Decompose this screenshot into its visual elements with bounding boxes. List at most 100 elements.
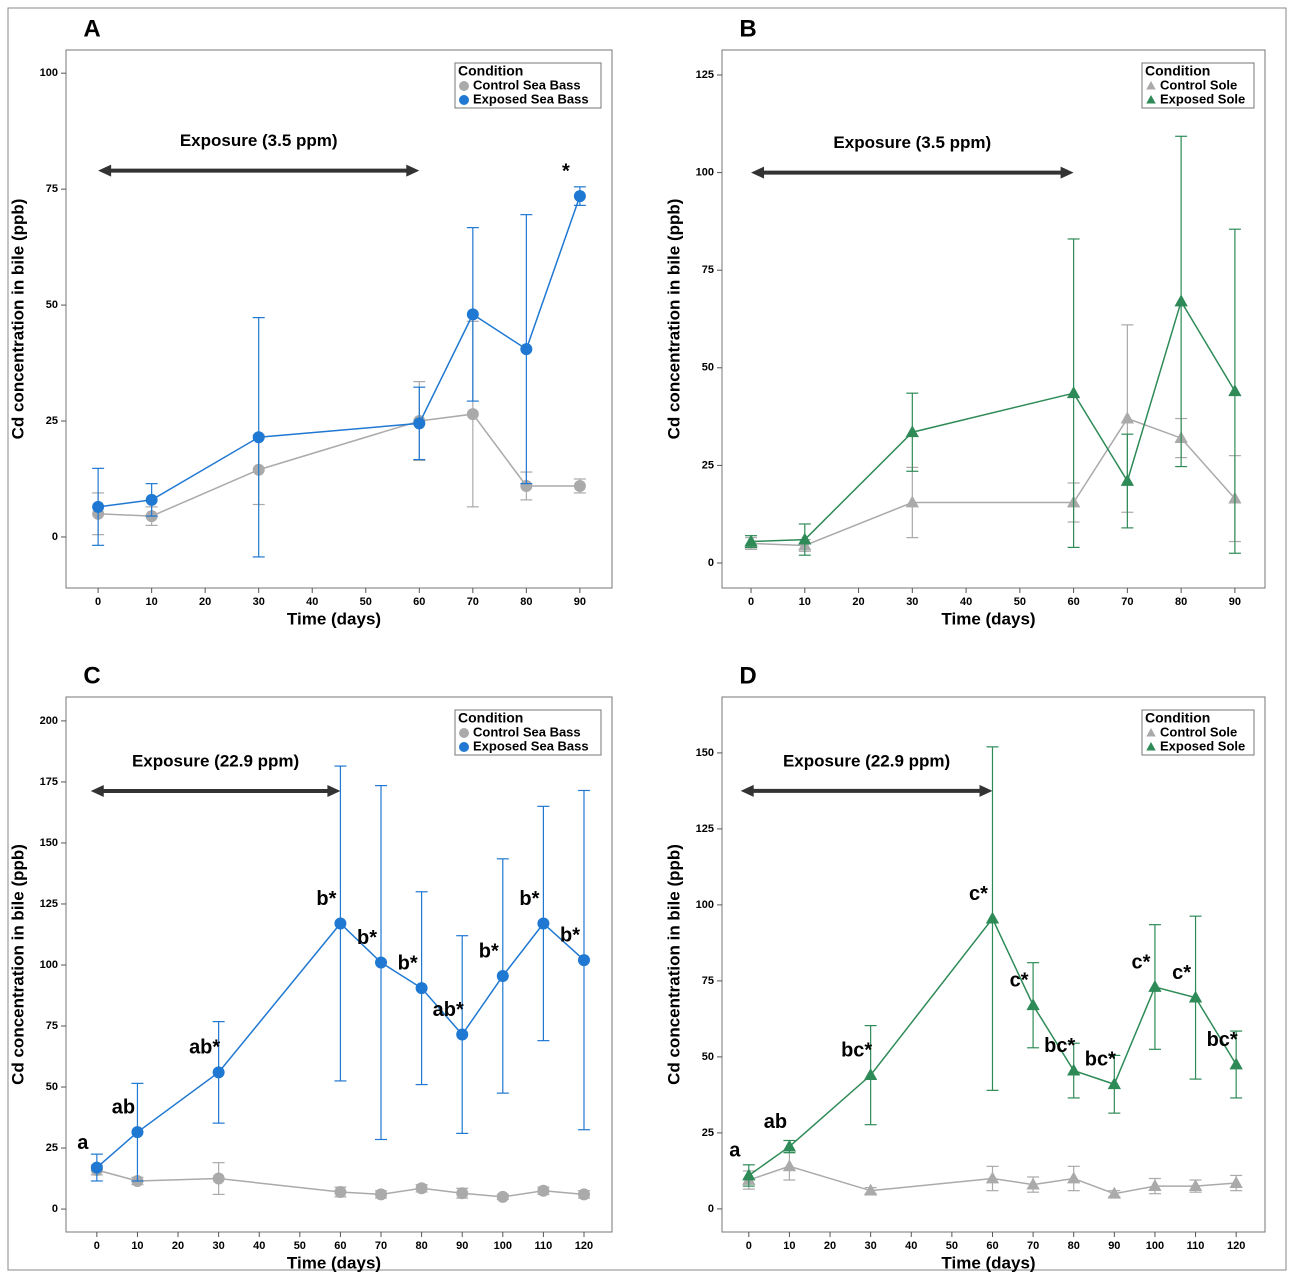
x-tick-label: 40	[960, 596, 972, 608]
significance-label: b*	[479, 940, 499, 962]
y-tick-label: 0	[52, 1203, 58, 1215]
point-marker	[90, 1161, 103, 1174]
x-tick-label: 20	[824, 1240, 836, 1252]
x-tick-label: 30	[906, 596, 918, 608]
legend-title: Condition	[458, 710, 523, 726]
point-marker	[520, 343, 533, 356]
arrow-head	[90, 784, 104, 797]
significance-label: bc*	[841, 1039, 872, 1061]
point-marker	[456, 1187, 469, 1200]
exposure-label: Exposure (22.9 ppm)	[132, 751, 299, 770]
legend-label: Exposed Sea Bass	[473, 91, 589, 106]
x-tick-label: 40	[905, 1240, 917, 1252]
x-tick-label: 90	[574, 596, 586, 608]
significance-label: b*	[560, 924, 580, 946]
point-marker	[905, 425, 919, 438]
significance-label: bc*	[1085, 1049, 1116, 1071]
y-tick-label: 25	[46, 415, 58, 427]
plot-area	[65, 696, 613, 1233]
x-tick-label: 90	[1229, 596, 1241, 608]
x-tick-label: 50	[294, 1240, 306, 1252]
point-marker	[782, 1139, 797, 1152]
point-marker	[334, 1185, 347, 1198]
series-line	[748, 917, 1237, 1177]
exposure-label: Exposure (22.9 ppm)	[783, 751, 950, 770]
exposure-arrow	[98, 164, 420, 177]
significance-label: ab*	[189, 1037, 220, 1059]
point-marker	[334, 917, 347, 930]
significance-label: b*	[398, 952, 418, 974]
legend-label: Control Sea Bass	[473, 77, 581, 92]
x-tick-label: 10	[799, 596, 811, 608]
legend-marker	[1146, 728, 1156, 737]
significance-label: c*	[1172, 962, 1191, 984]
y-tick-label: 25	[702, 459, 714, 471]
x-tick-label: 50	[946, 1240, 958, 1252]
point-marker	[905, 495, 919, 508]
point-marker	[375, 956, 388, 969]
arrow-head	[98, 164, 112, 177]
significance-label: a	[729, 1140, 741, 1162]
legend-label: Exposed Sole	[1160, 91, 1245, 106]
point-marker	[985, 911, 1000, 924]
point-marker	[1148, 1179, 1162, 1191]
significance-label: ab	[112, 1096, 135, 1118]
point-marker	[375, 1188, 388, 1201]
significance-label: b*	[357, 927, 377, 949]
point-marker	[1188, 990, 1203, 1003]
series-line	[748, 1165, 1237, 1195]
x-tick-label: 20	[172, 1240, 184, 1252]
y-tick-label: 100	[40, 959, 58, 971]
x-axis-title: Time (days)	[941, 609, 1035, 628]
x-tick-label: 50	[360, 596, 372, 608]
y-tick-label: 75	[702, 975, 714, 987]
series-line	[96, 1169, 585, 1198]
x-tick-label: 90	[1108, 1240, 1120, 1252]
significance-label: *	[562, 160, 570, 182]
y-tick-label: 25	[46, 1142, 58, 1154]
y-tick-label: 50	[702, 1051, 714, 1063]
point-marker	[1026, 998, 1040, 1011]
x-tick-label: 70	[467, 596, 479, 608]
y-tick-label: 200	[40, 715, 58, 727]
arrow-head	[406, 164, 420, 177]
legend-label: Exposed Sole	[1160, 738, 1245, 753]
point-marker	[456, 1028, 469, 1041]
y-tick-label: 25	[702, 1127, 714, 1139]
x-tick-label: 10	[131, 1240, 143, 1252]
chart-panel: A 0 25 50 75 100 0 10 20 30 40 50 60 70 80 90 Time (days…	[8, 15, 613, 628]
x-tick-label: 0	[746, 1240, 752, 1252]
point-marker	[742, 1168, 756, 1181]
exposure-arrow	[751, 166, 1074, 179]
x-tick-label: 120	[575, 1240, 593, 1252]
point-marker	[145, 493, 158, 506]
point-marker	[577, 1188, 590, 1201]
point-marker	[212, 1172, 225, 1185]
x-tick-label: 50	[1014, 596, 1026, 608]
x-tick-label: 110	[1187, 1240, 1205, 1252]
point-marker	[415, 982, 428, 995]
legend-label: Control Sea Bass	[473, 724, 581, 739]
legend-marker	[459, 81, 469, 91]
significance-label: c*	[1131, 951, 1150, 973]
point-marker	[92, 500, 105, 513]
x-tick-label: 60	[1067, 596, 1079, 608]
x-tick-label: 30	[213, 1240, 225, 1252]
y-tick-label: 50	[46, 1081, 58, 1093]
point-marker	[1148, 979, 1162, 992]
x-tick-label: 70	[1121, 596, 1133, 608]
arrow-head	[327, 784, 341, 797]
y-tick-label: 50	[46, 299, 58, 311]
point-marker	[573, 479, 586, 492]
plot-area	[721, 49, 1266, 589]
panel-label: D	[739, 662, 756, 689]
y-tick-label: 75	[46, 183, 58, 195]
chart-panel: B 0 25 50 75 100 125 0 10 20 30 40 50 60 70 80 90 Time (d…	[664, 15, 1266, 628]
significance-label: c*	[969, 883, 988, 905]
y-tick-label: 125	[696, 69, 714, 81]
x-tick-label: 110	[535, 1240, 553, 1252]
